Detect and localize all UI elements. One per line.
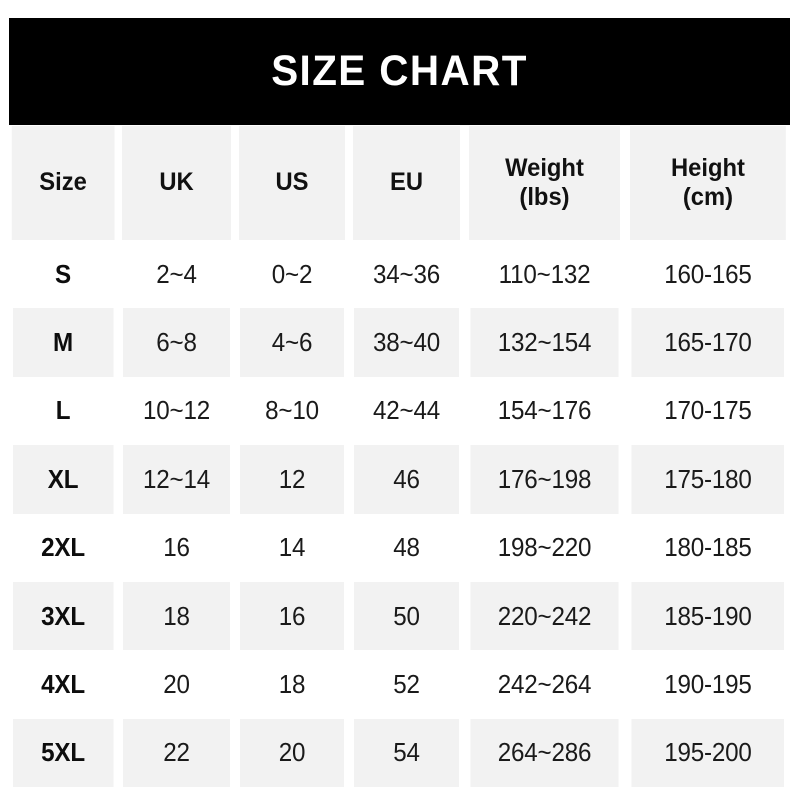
cell-uk: 6~8: [121, 308, 232, 377]
title-bar: SIZE CHART: [9, 18, 790, 125]
column-header-weight-label: Weight: [505, 153, 584, 182]
column-header-eu-label: EU: [389, 168, 423, 197]
column-header-weight: Weight (lbs): [467, 126, 622, 240]
cell-weight: 110~132: [468, 240, 621, 309]
cell-us: 20: [238, 718, 346, 788]
table-row: 4XL 20 18 52 242~264 190-195: [9, 650, 790, 719]
cell-height: 165-170: [629, 308, 785, 377]
cell-height: 175-180: [629, 445, 785, 514]
cell-weight: 132~154: [468, 308, 621, 377]
table-row: 2XL 16 14 48 198~220 180-185: [9, 513, 790, 582]
column-header-size: Size: [11, 126, 117, 240]
cell-uk: 18: [121, 581, 232, 651]
cell-size: 3XL: [12, 581, 116, 651]
cell-eu: 54: [352, 718, 461, 788]
cell-uk: 10~12: [121, 376, 232, 446]
cell-us: 0~2: [238, 240, 346, 309]
column-header-uk-label: UK: [159, 168, 194, 197]
table-row: L 10~12 8~10 42~44 154~176 170-175: [9, 376, 790, 446]
cell-eu: 38~40: [352, 308, 461, 377]
cell-size: 4XL: [12, 650, 116, 719]
cell-us: 16: [238, 581, 346, 651]
column-header-height-label: Height: [671, 153, 745, 182]
column-header-us-label: US: [275, 168, 309, 197]
table-header-row: Size UK US EU Weight (lbs) Height (cm): [9, 126, 790, 240]
cell-weight: 242~264: [468, 650, 621, 719]
cell-size: 2XL: [12, 513, 116, 582]
cell-weight: 176~198: [468, 445, 621, 514]
cell-height: 160-165: [629, 240, 785, 309]
column-header-size-label: Size: [39, 168, 87, 197]
cell-uk: 22: [121, 718, 232, 788]
cell-us: 8~10: [238, 376, 346, 446]
size-chart-table: Size UK US EU Weight (lbs) Height (cm): [9, 126, 790, 788]
cell-height: 180-185: [629, 513, 785, 582]
table-row: S 2~4 0~2 34~36 110~132 160-165: [9, 240, 790, 309]
cell-eu: 42~44: [352, 376, 461, 446]
table-row: 3XL 18 16 50 220~242 185-190: [9, 581, 790, 651]
cell-uk: 2~4: [121, 240, 232, 309]
cell-size: XL: [12, 445, 116, 514]
cell-eu: 34~36: [352, 240, 461, 309]
cell-us: 14: [238, 513, 346, 582]
column-header-uk: UK: [119, 126, 234, 240]
cell-us: 4~6: [238, 308, 346, 377]
cell-size: 5XL: [12, 718, 116, 788]
table-row: 5XL 22 20 54 264~286 195-200: [9, 718, 790, 788]
cell-height: 190-195: [629, 650, 785, 719]
cell-uk: 20: [121, 650, 232, 719]
cell-eu: 48: [352, 513, 461, 582]
cell-height: 195-200: [629, 718, 785, 788]
cell-uk: 12~14: [121, 445, 232, 514]
cell-us: 18: [238, 650, 346, 719]
cell-us: 12: [238, 445, 346, 514]
column-header-weight-unit: (lbs): [519, 183, 570, 211]
table-row: M 6~8 4~6 38~40 132~154 165-170: [9, 308, 790, 377]
column-header-height-unit: (cm): [682, 183, 734, 211]
cell-height: 185-190: [629, 581, 785, 651]
column-header-eu: EU: [350, 126, 463, 240]
cell-weight: 264~286: [468, 718, 621, 788]
cell-eu: 52: [352, 650, 461, 719]
cell-weight: 154~176: [468, 376, 621, 446]
cell-weight: 220~242: [468, 581, 621, 651]
cell-height: 170-175: [629, 376, 785, 446]
cell-uk: 16: [121, 513, 232, 582]
cell-weight: 198~220: [468, 513, 621, 582]
cell-size: L: [12, 376, 116, 446]
cell-eu: 50: [352, 581, 461, 651]
cell-size: S: [12, 240, 116, 309]
column-header-height: Height (cm): [628, 126, 786, 240]
cell-eu: 46: [352, 445, 461, 514]
column-header-us: US: [236, 126, 348, 240]
cell-size: M: [12, 308, 116, 377]
table-row: XL 12~14 12 46 176~198 175-180: [9, 445, 790, 514]
page-title: SIZE CHART: [271, 47, 528, 95]
